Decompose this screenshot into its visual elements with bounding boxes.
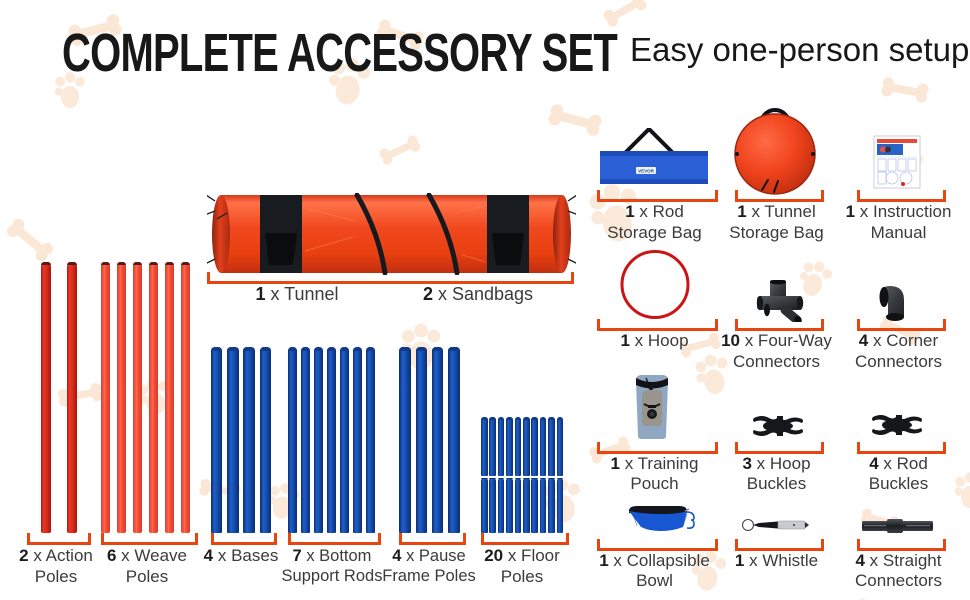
svg-text:VEVOR: VEVOR bbox=[638, 169, 655, 174]
